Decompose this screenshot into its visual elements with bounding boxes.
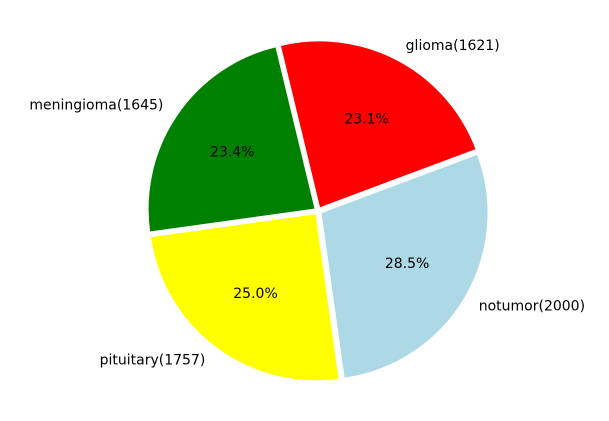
slice-label-notumor: notumor(2000) [479,299,585,315]
percent-label-glioma: 23.1% [344,111,388,127]
slice-label-pituitary: pituitary(1757) [100,352,206,368]
percent-label-meningioma: 23.4% [210,145,254,161]
pie-slice-notumor [320,153,489,379]
slice-label-glioma: glioma(1621) [406,38,500,54]
percent-label-pituitary: 25.0% [233,286,277,302]
slice-label-meningioma: meningioma(1645) [29,98,163,114]
pie-slice-pituitary [149,213,340,382]
pie-slice-glioma [279,40,477,209]
pie-slice-meningioma [147,46,316,233]
percent-label-notumor: 28.5% [385,256,429,272]
